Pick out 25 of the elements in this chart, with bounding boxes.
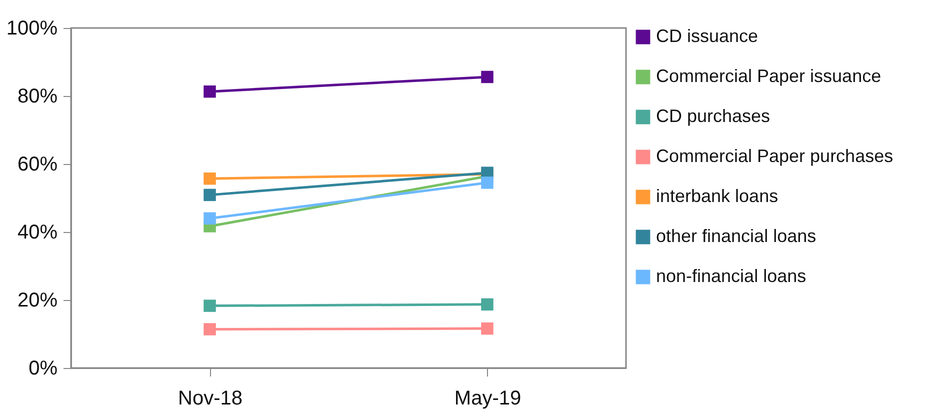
legend-label: Commercial Paper purchases xyxy=(656,146,894,166)
legend-label: other financial loans xyxy=(656,226,816,246)
y-tick-label: 20% xyxy=(17,290,58,312)
point xyxy=(204,85,216,98)
point xyxy=(204,300,216,312)
legend-label: CD issuance xyxy=(656,26,758,46)
legend-label: CD purchases xyxy=(656,106,770,126)
x-tick-label: May-19 xyxy=(454,388,522,410)
x-tick-label: Nov-18 xyxy=(178,388,242,410)
y-tick-label: 40% xyxy=(17,222,58,244)
legend-label: Commercial Paper issuance xyxy=(656,66,882,86)
point xyxy=(481,176,494,189)
y-tick-label: 0% xyxy=(28,358,58,380)
legend-label: interbank loans xyxy=(656,186,778,206)
point xyxy=(204,212,216,225)
legend-label: non-financial loans xyxy=(656,266,806,286)
point xyxy=(204,323,216,336)
y-tick-label: 100% xyxy=(6,18,58,40)
y-tick-label: 80% xyxy=(17,86,58,108)
point xyxy=(204,172,216,185)
point xyxy=(204,188,216,202)
point xyxy=(481,298,494,311)
point xyxy=(481,70,494,84)
point xyxy=(481,322,494,335)
y-tick-label: 60% xyxy=(17,154,58,176)
